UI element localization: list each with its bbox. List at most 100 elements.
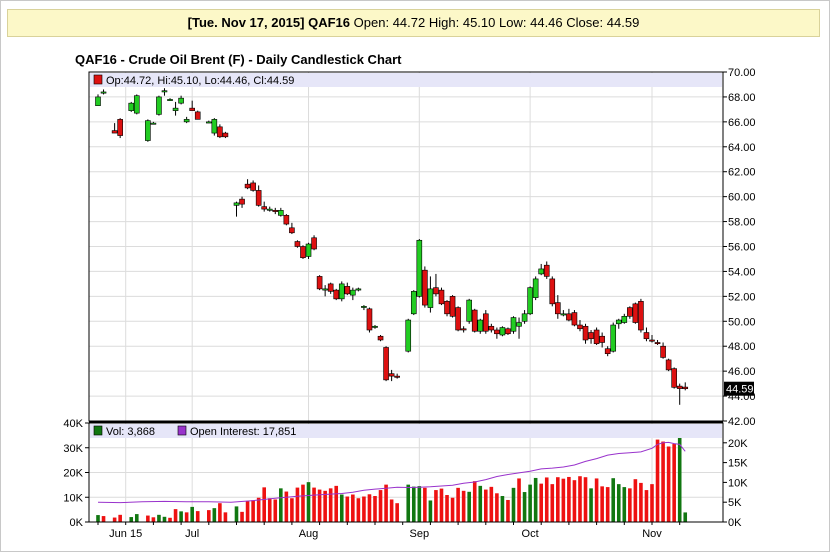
candle-up <box>521 313 528 322</box>
volume-bar <box>323 490 327 522</box>
candle-up <box>499 327 506 336</box>
candle-down <box>643 332 650 340</box>
volume-bar <box>683 512 688 522</box>
summary-close-label: Close: <box>566 15 604 30</box>
candle-down <box>649 339 655 342</box>
summary-open-label: Open: <box>353 15 390 30</box>
volume-bar <box>650 484 654 522</box>
volume-bar <box>583 477 588 522</box>
volume-bar <box>334 485 339 522</box>
candle-down <box>333 289 340 300</box>
volume-bar <box>378 490 383 522</box>
volume-bar <box>245 501 250 522</box>
candle-down <box>377 335 384 341</box>
candle-down <box>316 276 323 290</box>
candle-up <box>211 119 218 134</box>
volume-bar <box>118 514 122 522</box>
candle-up <box>516 322 522 327</box>
volume-bar <box>262 487 266 522</box>
volume-bar <box>179 511 183 522</box>
volume-bar <box>461 490 466 522</box>
candle-up <box>167 99 173 101</box>
candle-down <box>217 126 223 138</box>
volume-bar <box>539 483 543 522</box>
volume-bar <box>467 491 471 522</box>
candle-down <box>460 328 467 331</box>
candle-down <box>682 386 689 390</box>
candle-down <box>676 385 683 389</box>
volume-bar <box>578 476 582 522</box>
volume-bar <box>528 484 532 522</box>
candle-up <box>355 288 362 291</box>
volume-bar <box>389 499 394 522</box>
candle-down <box>394 375 400 378</box>
candle-down <box>582 325 589 341</box>
candle-down <box>300 246 306 259</box>
candle-up <box>477 319 484 332</box>
candle-down <box>577 324 583 330</box>
candle-down <box>455 307 461 331</box>
candle-up <box>156 96 162 115</box>
open-interest-line <box>97 441 686 504</box>
candle-up <box>538 268 545 275</box>
volume-bar <box>406 484 411 522</box>
candle-down <box>272 210 279 212</box>
candle-up <box>150 122 157 125</box>
candle-up <box>133 95 140 114</box>
volume-bar <box>666 446 671 522</box>
candle-up <box>621 315 628 323</box>
volume-bar <box>101 516 106 522</box>
volume-bar <box>434 490 438 522</box>
volume-bar <box>151 517 156 522</box>
summary-low-label: Low: <box>499 15 527 30</box>
volume-bar <box>373 496 377 522</box>
candle-down <box>366 308 373 331</box>
volume-bar <box>207 510 211 522</box>
volume-axis-label: 40K <box>63 418 83 430</box>
oi-axis-label: 20K <box>728 438 748 450</box>
candle-up <box>350 289 356 296</box>
volume-bar <box>522 492 527 522</box>
summary-high-label: High: <box>428 15 460 30</box>
candle-down <box>593 329 600 345</box>
volume-bar <box>572 480 577 522</box>
summary-low: 44.46 <box>530 15 563 30</box>
volume-bar <box>306 482 311 522</box>
price-axis-label: 56.00 <box>728 242 756 254</box>
volume-bar <box>611 478 616 522</box>
candle-down <box>250 182 256 191</box>
x-axis-label: Sep <box>410 528 430 540</box>
volume-bar <box>134 514 139 522</box>
volume-bar <box>644 490 649 522</box>
candle-down <box>494 329 500 335</box>
price-axis-label: 58.00 <box>728 217 756 229</box>
candle-up <box>405 319 412 352</box>
volume-bar <box>234 506 239 522</box>
volume-bar <box>129 517 134 522</box>
volume-bar <box>411 486 416 522</box>
volume-bar <box>655 439 660 522</box>
volume-bar <box>367 494 372 522</box>
volume-bar <box>146 515 150 522</box>
candle-up <box>510 317 517 332</box>
candle-up <box>527 287 533 315</box>
volume-bar <box>489 486 494 522</box>
volume-bar <box>550 484 555 522</box>
candle-down <box>433 287 439 295</box>
summary-symbol: QAF16 <box>308 15 351 30</box>
volume-bar <box>594 478 599 522</box>
price-axis-label: 70.00 <box>728 67 756 79</box>
candle-up <box>172 107 179 111</box>
volume-bar <box>312 487 316 522</box>
candle-up <box>95 96 101 106</box>
price-axis-label: 52.00 <box>728 291 756 303</box>
candle-up <box>610 324 617 352</box>
volume-bar <box>218 503 222 522</box>
candle-up <box>305 243 312 257</box>
volume-legend-strip <box>90 424 722 438</box>
candle-up <box>145 120 151 141</box>
volume-bar <box>567 476 571 522</box>
candle-up <box>338 283 345 300</box>
candle-up <box>615 319 622 325</box>
volume-bar <box>556 477 560 522</box>
